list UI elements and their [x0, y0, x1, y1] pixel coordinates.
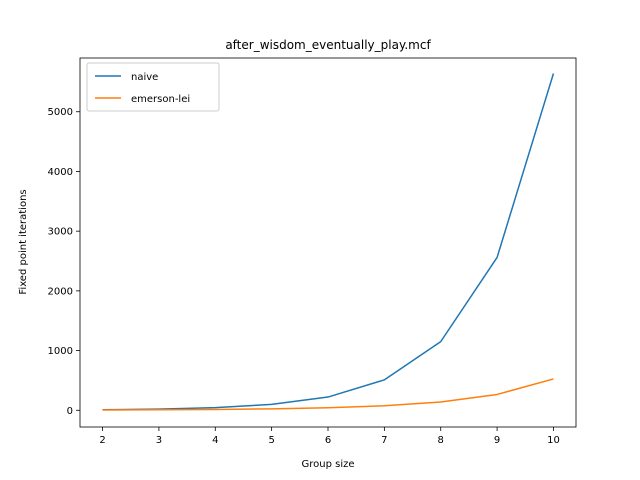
y-axis-label: Fixed point iterations: [18, 189, 29, 294]
x-axis-label: Group size: [301, 459, 354, 470]
x-tick-label: 10: [547, 435, 560, 446]
series-group: [102, 73, 555, 411]
x-tick-label: 3: [156, 435, 162, 446]
legend-box: [86, 62, 220, 112]
x-tick-label: 6: [325, 435, 331, 446]
y-tick-label: 1000: [48, 346, 73, 357]
x-tick-label: 7: [381, 435, 387, 446]
y-tick-label: 2000: [48, 286, 73, 297]
y-tick-label: 4000: [48, 167, 73, 178]
x-tick-label: 2: [99, 435, 105, 446]
legend-label-naive: naive: [131, 72, 158, 83]
legend-label-emerson-lei: emerson-lei: [131, 94, 190, 105]
y-tick-label: 3000: [48, 227, 73, 238]
x-tick-label: 4: [212, 435, 218, 446]
x-tick-label: 5: [268, 435, 274, 446]
chart-title: after_wisdom_eventually_play.mcf: [225, 38, 431, 52]
series-line-naive: [102, 73, 555, 411]
x-tick-label: 8: [438, 435, 444, 446]
series-line-emerson-lei: [102, 378, 554, 411]
legend: naive emerson-lei: [86, 62, 220, 112]
y-tick-label: 5000: [48, 107, 73, 118]
x-axis: 2 3 4 5 6 7 8 9 10: [99, 427, 560, 446]
y-tick-label: 0: [67, 406, 73, 417]
x-tick-label: 9: [494, 435, 500, 446]
y-axis: 0 1000 2000 3000 4000 5000: [48, 107, 80, 417]
